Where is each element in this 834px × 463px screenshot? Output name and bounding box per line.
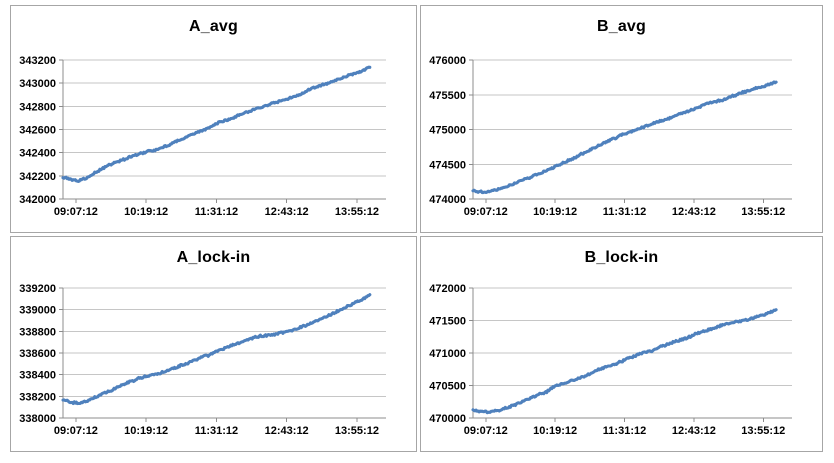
y-tick-label: 342600 [19, 125, 56, 137]
y-tick-label: 342000 [19, 194, 56, 206]
y-tick-label: 471500 [429, 316, 466, 328]
x-tick-label: 12:43:12 [265, 425, 309, 437]
y-tick-label: 338800 [19, 326, 56, 338]
chart-title: B_lock-in [584, 249, 659, 266]
plot-area: 470000 470500 471000 471500 472000 09:07:12 10… [429, 283, 792, 437]
y-tick-label: 342400 [19, 148, 56, 160]
y-tick-label: 343200 [19, 55, 56, 67]
x-tick-label: 09:07:12 [54, 425, 98, 437]
x-tick-label: 12:43:12 [265, 206, 309, 218]
x-tick-label: 10:19:12 [124, 206, 168, 218]
y-tick-label: 471000 [429, 348, 466, 360]
x-tick-label: 10:19:12 [533, 206, 577, 218]
x-tick-label: 13:55:12 [335, 425, 379, 437]
y-tick-label: 472000 [429, 283, 466, 295]
x-tick-label: 10:19:12 [124, 425, 168, 437]
x-tick-label: 11:31:12 [195, 206, 238, 218]
series-line [61, 65, 372, 183]
chart-panel-b-avg: B_avg 474000 474500 475000 475500 476000 09:0… [420, 5, 823, 233]
y-tick-label: 342800 [19, 101, 56, 113]
chart-title: A_avg [188, 18, 239, 35]
x-tick-label: 11:31:12 [195, 425, 238, 437]
chart-panel-a-lock-in: A_lock-in 338000 338200 338400 338600 338800… [10, 236, 417, 452]
y-tick-label: 470000 [429, 413, 466, 425]
chart-panel-a-avg: A_avg 342000 342200 342400 342600 342800 3430… [10, 5, 417, 233]
y-tick-label: 339200 [19, 283, 56, 295]
x-tick-label: 13:55:12 [741, 206, 785, 218]
y-tick-label: 343000 [19, 78, 56, 90]
y-tick-label: 338400 [19, 370, 56, 382]
chart-title: A_lock-in [176, 249, 251, 266]
y-tick-label: 475000 [429, 125, 466, 137]
y-tick-label: 474000 [429, 194, 466, 206]
y-tick-label: 342200 [19, 171, 56, 183]
series-line [471, 80, 778, 195]
y-tick-label: 339000 [19, 305, 56, 317]
x-tick-label: 11:31:12 [603, 206, 646, 218]
x-tick-label: 09:07:12 [464, 425, 508, 437]
y-tick-label: 470500 [429, 381, 466, 393]
y-tick-label: 338000 [19, 413, 56, 425]
x-tick-label: 13:55:12 [741, 425, 785, 437]
x-tick-label: 12:43:12 [672, 425, 716, 437]
x-tick-label: 13:55:12 [335, 206, 379, 218]
x-tick-label: 09:07:12 [54, 206, 98, 218]
x-tick-label: 11:31:12 [603, 425, 646, 437]
y-tick-label: 338200 [19, 391, 56, 403]
y-tick-label: 476000 [429, 55, 466, 67]
x-tick-label: 09:07:12 [464, 206, 508, 218]
plot-area: 338000 338200 338400 338600 338800 339000 3392… [19, 283, 386, 437]
x-tick-label: 10:19:12 [533, 425, 577, 437]
plot-area: 474000 474500 475000 475500 476000 09:07:12 10… [429, 55, 792, 218]
x-tick-label: 12:43:12 [672, 206, 716, 218]
y-tick-label: 338600 [19, 348, 56, 360]
chart-title: B_avg [596, 18, 647, 35]
chart-panel-b-lock-in: B_lock-in 470000 470500 471000 471500 472000… [420, 236, 823, 452]
y-tick-label: 475500 [429, 90, 466, 102]
series-line [61, 293, 372, 406]
plot-area: 342000 342200 342400 342600 342800 343000 3432… [19, 55, 386, 218]
y-tick-label: 474500 [429, 159, 466, 171]
series-line [471, 308, 778, 415]
